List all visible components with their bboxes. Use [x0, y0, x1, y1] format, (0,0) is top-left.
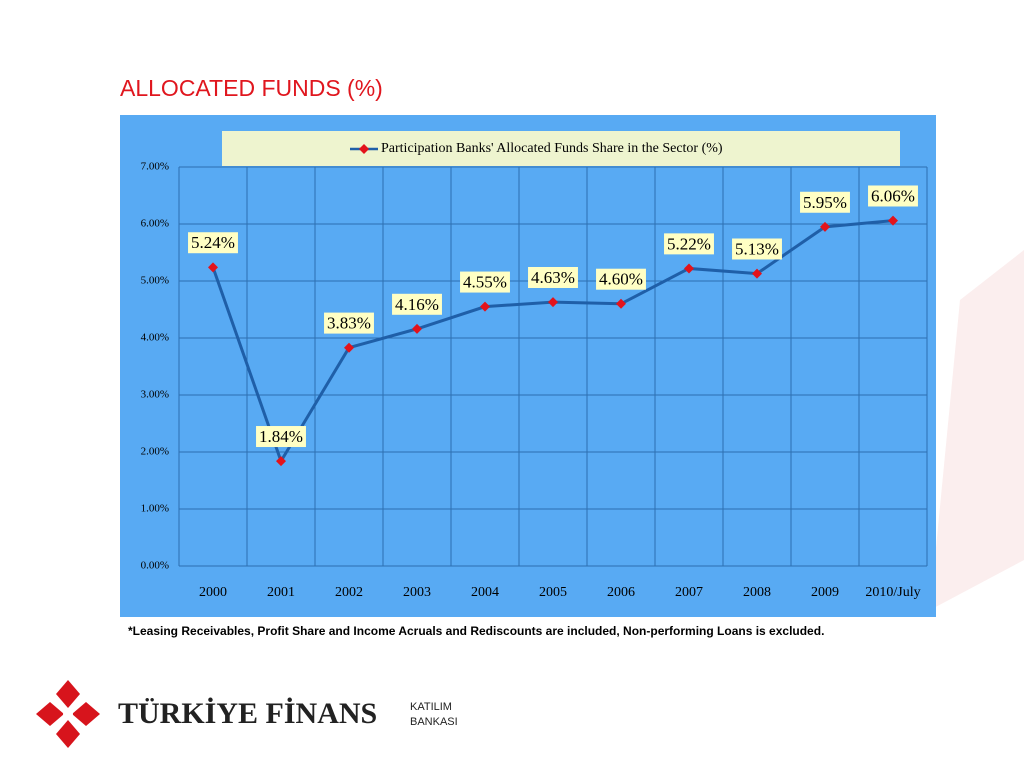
logo-name: TÜRKİYE FİNANS [118, 697, 377, 730]
value-label-bg [324, 312, 374, 334]
value-label-bg [460, 271, 510, 293]
value-label-bg [664, 233, 714, 255]
legend-box [222, 131, 900, 166]
marker [752, 268, 762, 279]
legend-marker [359, 144, 369, 154]
value-label: 6.06% [871, 186, 915, 205]
value-label: 5.24% [191, 233, 235, 252]
chart-title: ALLOCATED FUNDS (%) [120, 75, 383, 101]
value-label: 5.13% [735, 239, 779, 258]
value-label: 4.63% [531, 268, 575, 287]
footnote: *Leasing Receivables, Profit Share and I… [128, 624, 824, 638]
y-tick-label: 7.00% [141, 161, 169, 173]
x-tick-label: 2004 [471, 585, 499, 600]
value-label: 5.95% [803, 193, 847, 212]
marker [208, 262, 218, 273]
y-tick-label: 0.00% [141, 560, 169, 572]
y-tick-label: 4.00% [141, 332, 169, 344]
y-tick-label: 2.00% [141, 446, 169, 458]
value-label: 3.83% [327, 314, 371, 333]
marker [616, 298, 626, 309]
marker [276, 456, 286, 467]
value-label: 4.55% [463, 273, 507, 292]
value-label-bg [392, 293, 442, 315]
value-label: 1.84% [259, 427, 303, 446]
logo-line2: BANKASI [410, 716, 458, 728]
y-tick-label: 3.00% [141, 389, 169, 401]
value-label-bg [732, 238, 782, 260]
value-label: 4.16% [395, 295, 439, 314]
marker [548, 297, 558, 308]
y-tick-label: 1.00% [141, 503, 169, 515]
x-tick-label: 2005 [539, 585, 567, 600]
marker [344, 342, 354, 353]
marker [480, 301, 490, 312]
x-tick-label: 2003 [403, 585, 431, 600]
value-label: 5.22% [667, 234, 711, 253]
x-tick-label: 2010/July [865, 585, 920, 600]
x-tick-label: 2002 [335, 585, 363, 600]
x-tick-label: 2008 [743, 585, 771, 600]
value-label-bg [868, 185, 918, 207]
legend-label: Participation Banks' Allocated Funds Sha… [381, 141, 723, 156]
marker [820, 221, 830, 232]
logo-mark [36, 680, 100, 748]
marker [412, 323, 422, 334]
x-tick-label: 2001 [267, 585, 295, 600]
logo-line1: KATILIM [410, 701, 452, 713]
value-label-bg [188, 232, 238, 254]
value-label-bg [528, 266, 578, 288]
x-tick-label: 2007 [675, 585, 703, 600]
decor [930, 250, 1024, 610]
y-tick-label: 5.00% [141, 275, 169, 287]
x-tick-label: 2009 [811, 585, 839, 600]
value-label: 4.60% [599, 270, 643, 289]
x-tick-label: 2000 [199, 585, 227, 600]
chart-panel [120, 115, 936, 617]
value-label-bg [800, 191, 850, 213]
value-label-bg [596, 268, 646, 290]
marker [684, 263, 694, 274]
value-label-bg [256, 426, 306, 448]
x-tick-label: 2006 [607, 585, 635, 600]
marker [888, 215, 898, 226]
y-tick-label: 6.00% [141, 218, 169, 230]
